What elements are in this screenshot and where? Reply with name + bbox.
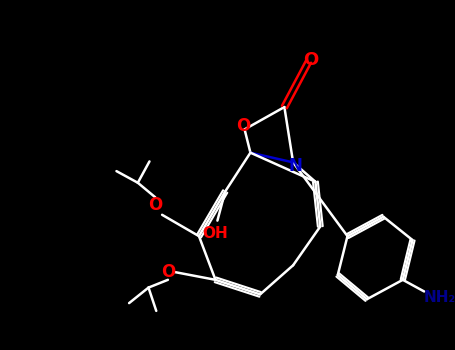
Text: O: O [303, 50, 318, 69]
Text: O: O [161, 263, 175, 281]
Text: O: O [237, 117, 251, 134]
Text: NH₂: NH₂ [424, 290, 455, 305]
Text: N: N [288, 157, 302, 175]
Text: OH: OH [202, 226, 228, 241]
Text: O: O [148, 196, 162, 214]
